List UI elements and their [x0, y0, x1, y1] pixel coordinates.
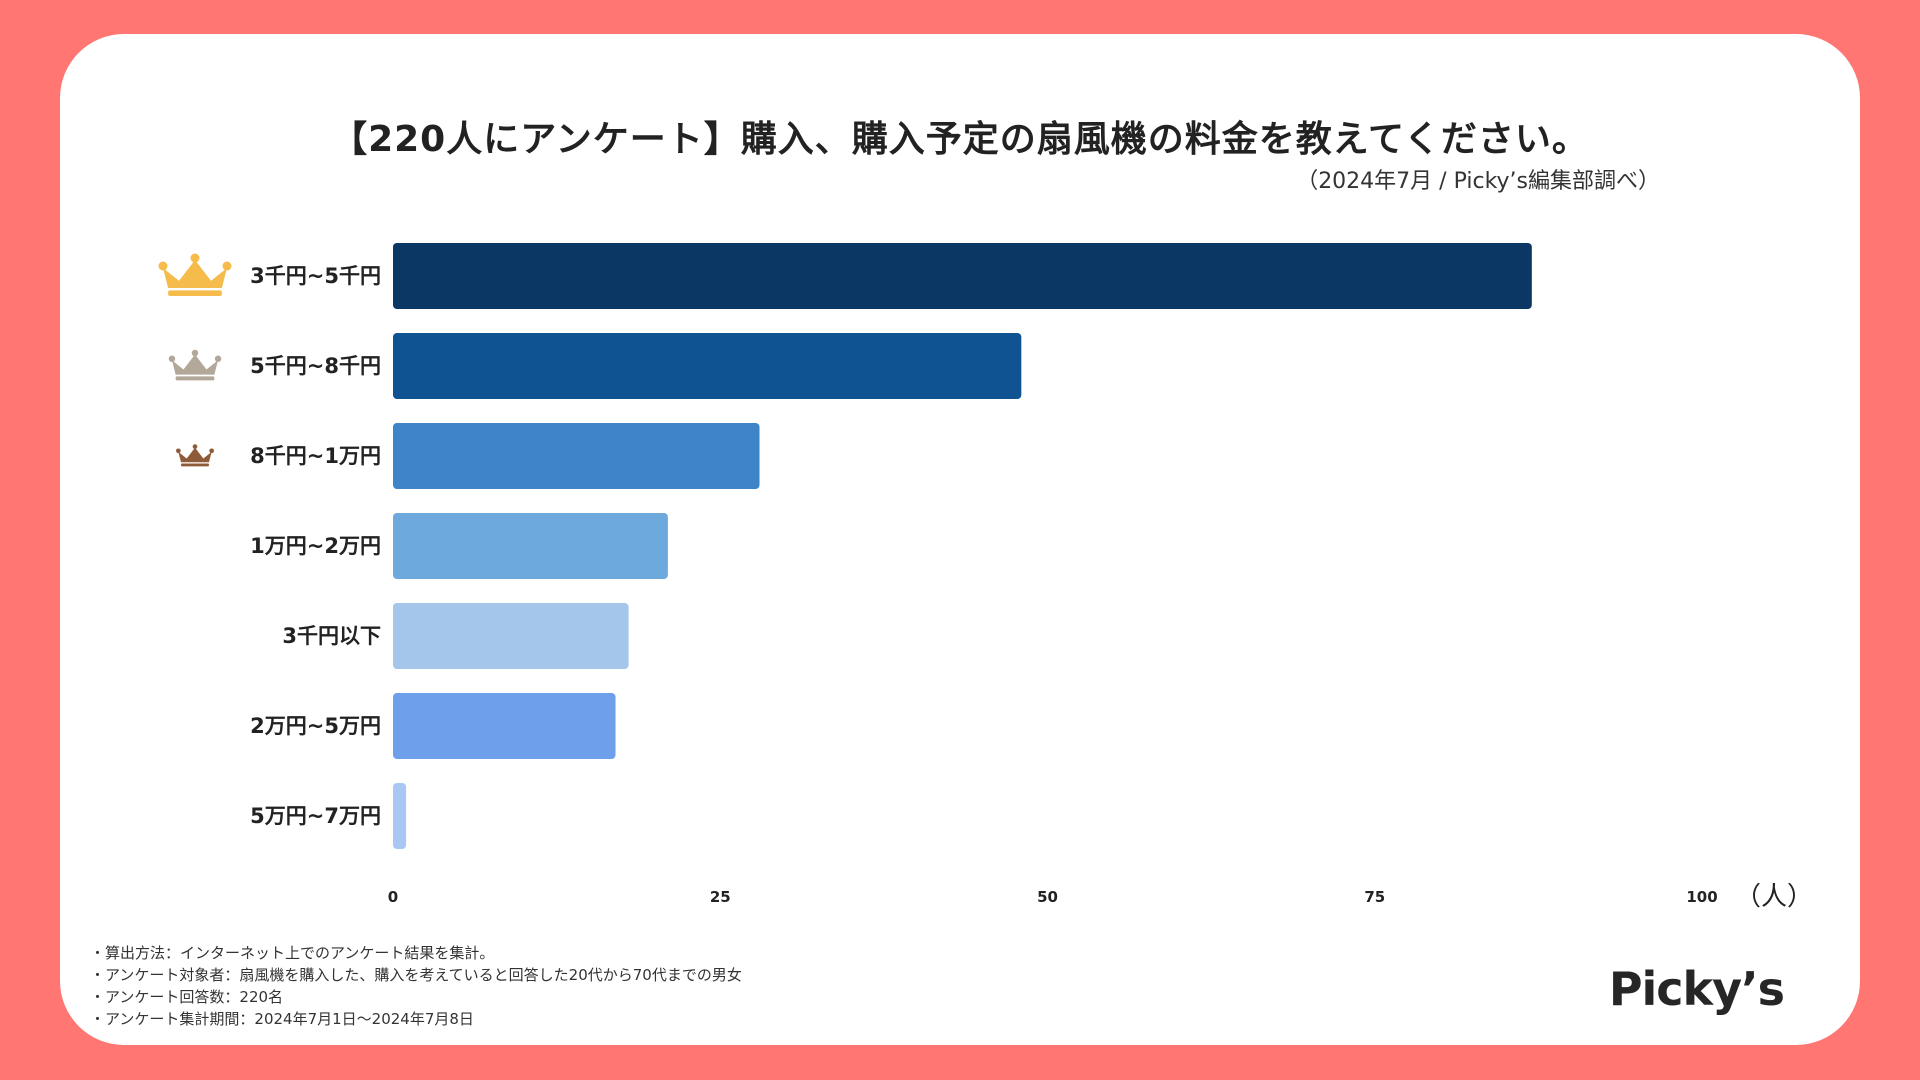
note-line: ・アンケート対象者：扇風機を購入した、購入を考えていると回答した20代から70代… [90, 966, 742, 984]
bar [393, 243, 1532, 309]
x-tick-label: 75 [1364, 888, 1385, 906]
note-line: ・算出方法：インターネット上でのアンケート結果を集計。 [90, 944, 495, 962]
category-label: 5千円~8千円 [250, 354, 381, 378]
bar [393, 603, 629, 669]
bar [393, 333, 1022, 399]
bar [393, 513, 668, 579]
bar-chart: 3千円~5千円 5千円~8千円 8千円~1万円 1万円~2万円 3千円以下 2万円~5万円… [158, 243, 1813, 912]
pickys-logo: Picky’s [1608, 962, 1785, 1016]
bronze-crown-icon [176, 444, 214, 467]
chart-card: 【220人にアンケート】購入、購入予定の扇風機の料金を教えてください。 （202… [60, 34, 1860, 1045]
x-axis-unit: （人） [1735, 882, 1813, 912]
category-label: 3千円以下 [282, 624, 381, 648]
gold-crown-icon [158, 253, 232, 296]
chart-title: 【220人にアンケート】購入、購入予定の扇風機の料金を教えてください。 [331, 119, 1589, 160]
category-label: 5万円~7万円 [250, 804, 381, 828]
x-tick-label: 25 [710, 888, 731, 906]
silver-crown-icon [168, 349, 222, 381]
x-tick-label: 50 [1037, 888, 1058, 906]
category-label: 8千円~1万円 [250, 444, 381, 468]
x-tick-label: 100 [1686, 888, 1717, 906]
bar [393, 783, 407, 849]
category-label: 1万円~2万円 [250, 534, 381, 558]
x-tick-label: 0 [388, 888, 398, 906]
survey-notes: ・算出方法：インターネット上でのアンケート結果を集計。 ・アンケート対象者：扇風… [90, 942, 742, 1030]
category-label: 2万円~5万円 [250, 714, 381, 738]
source-note: （2024年7月 / Picky’s編集部調べ） [1296, 169, 1660, 194]
note-line: ・アンケート集計期間：2024年7月1日〜2024年7月8日 [90, 1010, 474, 1028]
category-label: 3千円~5千円 [250, 264, 381, 288]
bar [393, 423, 760, 489]
note-line: ・アンケート回答数：220名 [90, 988, 284, 1006]
bar [393, 693, 616, 759]
